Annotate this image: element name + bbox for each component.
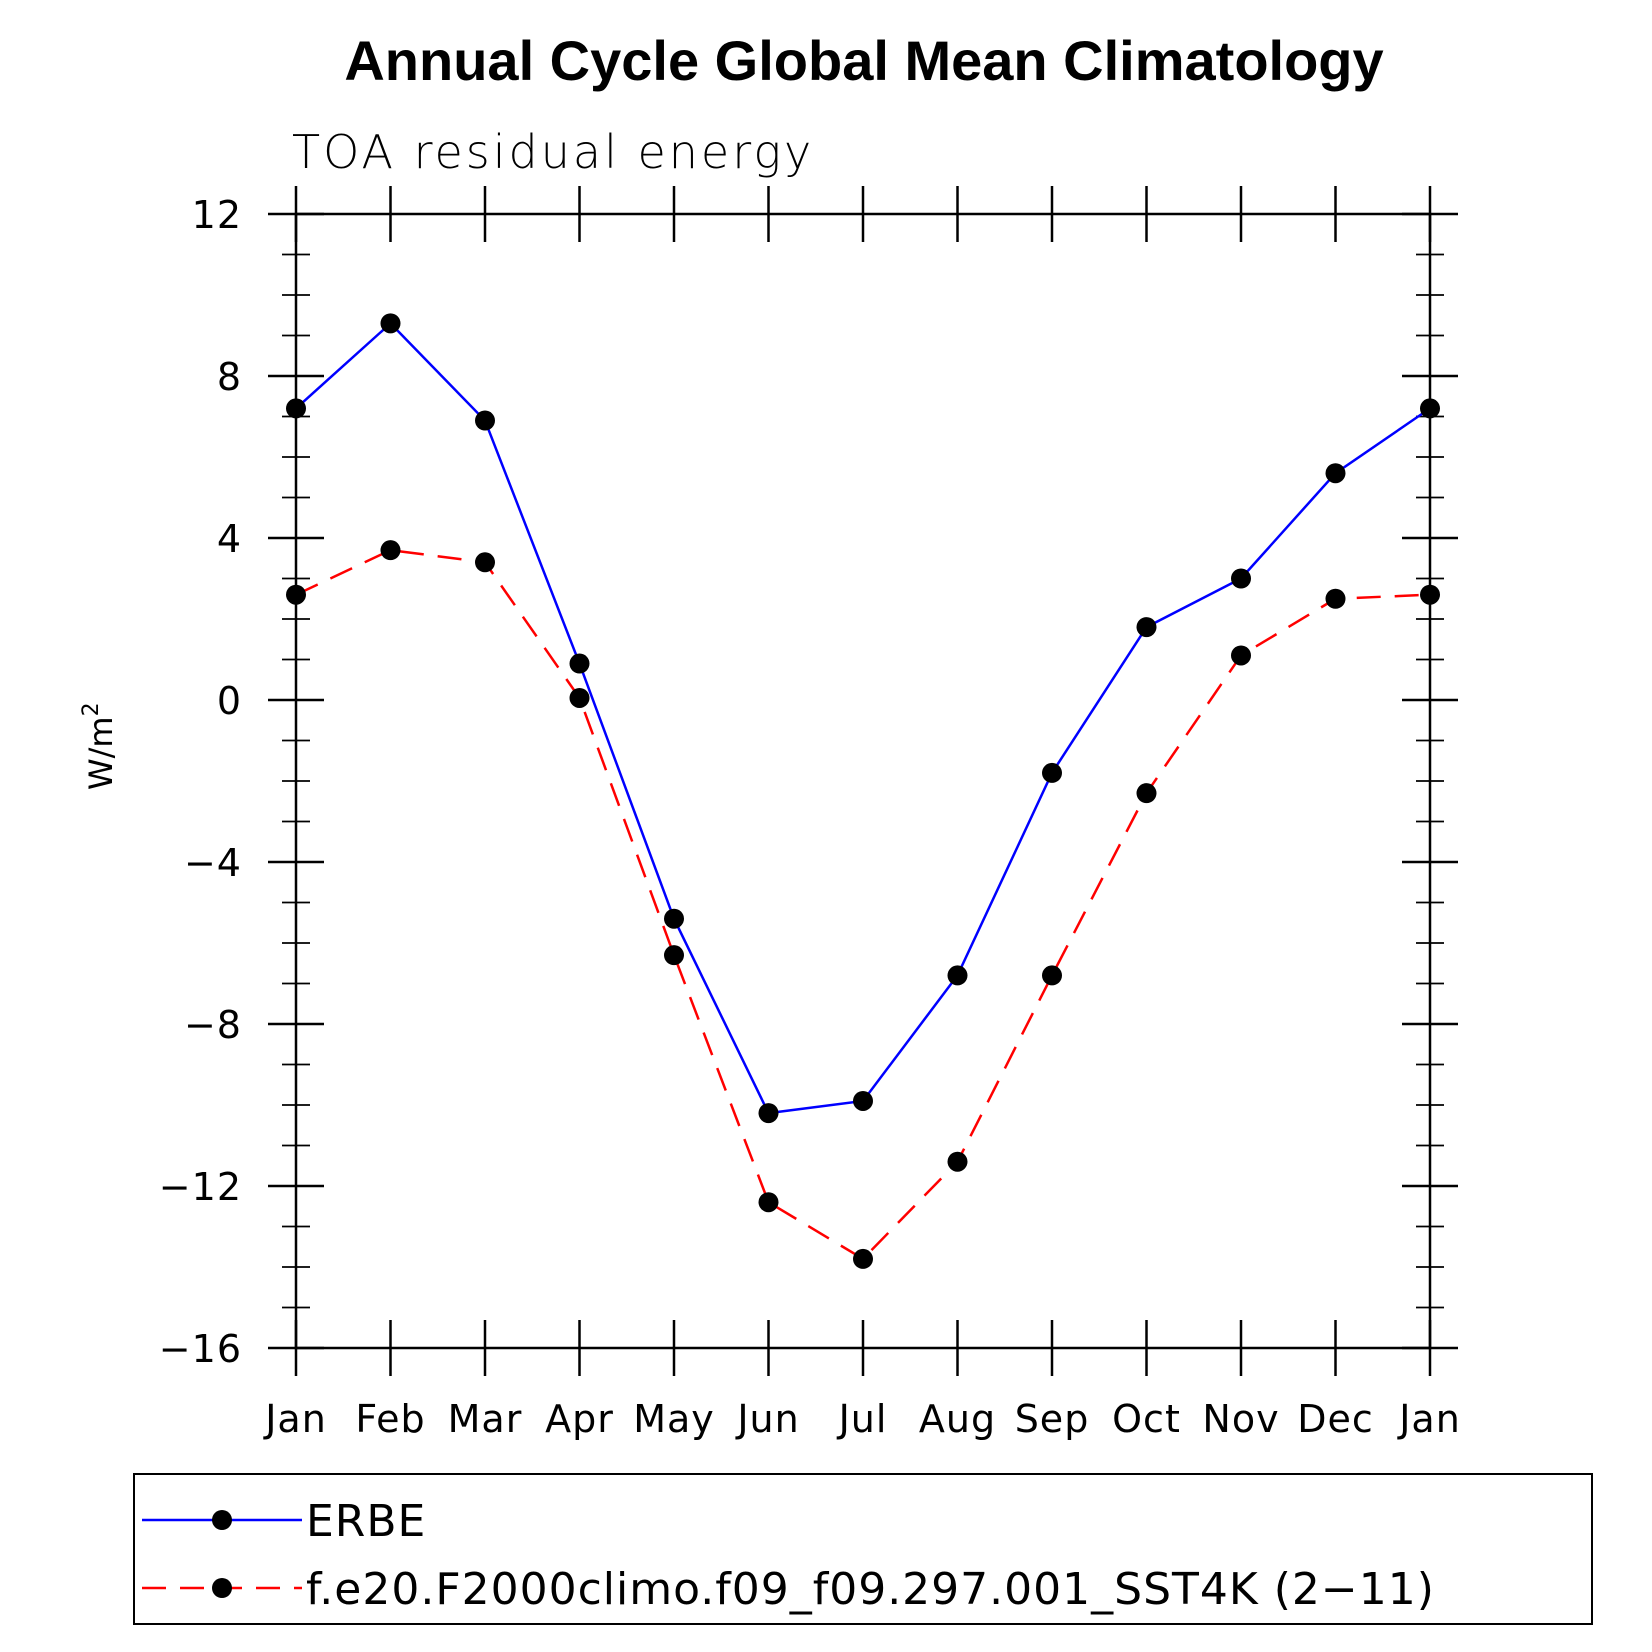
y-tick-label: 8 <box>217 355 242 399</box>
y-axis-label-superscript: 2 <box>79 702 104 716</box>
legend-marker-1 <box>212 1578 232 1598</box>
x-tick-label: Nov <box>1202 1397 1279 1441</box>
series-1-point <box>853 1248 873 1269</box>
series-1-point <box>1420 584 1440 605</box>
plot-frame <box>294 212 1432 1350</box>
series-line-0 <box>295 321 1431 1115</box>
legend-label-0: ERBE <box>306 1496 426 1547</box>
y-axis-label-unit: W/m <box>82 716 120 790</box>
x-tick-label: Feb <box>355 1397 425 1441</box>
x-tick-label: Dec <box>1297 1397 1374 1441</box>
series-1-point <box>1325 588 1346 609</box>
series-1-point <box>758 1192 779 1213</box>
series-1-point <box>664 945 684 966</box>
series-1-point <box>947 1151 968 1172</box>
y-tick-label: −8 <box>184 1003 242 1047</box>
series-1-point <box>1136 783 1157 804</box>
x-tick-label: Jun <box>735 1397 799 1441</box>
legend-box <box>133 1473 1593 1625</box>
series-1-point <box>569 687 590 708</box>
legend-items: ERBE f.e20.F2000climo.f09_f09.297.001_SST… <box>142 1496 1435 1615</box>
series-1-point <box>286 584 306 605</box>
y-tick-label: −16 <box>159 1327 242 1371</box>
y-tick-label: −12 <box>159 1165 242 1209</box>
y-tick-label: 4 <box>217 517 242 561</box>
series-1-point <box>475 552 495 573</box>
legend-label-1: f.e20.F2000climo.f09_f09.297.001_SST4K (… <box>306 1564 1435 1615</box>
series-0-point <box>1042 762 1062 783</box>
series-0-point <box>1231 568 1251 589</box>
series-0-point <box>1420 398 1440 419</box>
series-0-point <box>475 410 495 431</box>
x-tick-label: Mar <box>448 1397 523 1441</box>
series-1-point <box>1042 965 1062 986</box>
x-tick-label: Apr <box>545 1397 614 1441</box>
x-tick-label: Jan <box>1397 1397 1461 1441</box>
series-0-point <box>286 398 306 419</box>
markers-layer <box>286 313 1440 1269</box>
x-tick-label: May <box>633 1397 715 1441</box>
series-0-point <box>569 653 590 674</box>
legend-marker-0 <box>212 1510 232 1530</box>
series-0-point <box>1136 617 1157 638</box>
series-0-point <box>853 1090 873 1111</box>
chart-title: Annual Cycle Global Mean Climatology <box>344 29 1383 92</box>
series-0-point <box>758 1103 779 1124</box>
x-tick-label: Jan <box>263 1397 327 1441</box>
series-1-point <box>380 540 401 561</box>
y-axis-label-text: W/m2 <box>79 702 120 790</box>
series-0-point <box>380 313 401 334</box>
series-0-point <box>1325 463 1346 484</box>
x-tick-label: Sep <box>1015 1397 1090 1441</box>
series-1-point <box>1231 645 1251 666</box>
series-0-point <box>664 908 684 929</box>
series-0-point <box>947 965 968 986</box>
y-tick-label: 12 <box>192 193 242 237</box>
axes: −16 −12 −8 −4 0 4 8 12 Jan Feb Mar Apr May Jun Jul Aug S… <box>159 186 1461 1441</box>
x-tick-label: Oct <box>1112 1397 1181 1441</box>
chart-subtitle: TOA residual energy <box>292 125 814 179</box>
x-tick-label: Aug <box>919 1397 996 1441</box>
y-tick-label: 0 <box>217 679 242 723</box>
series-line-1 <box>295 548 1431 1261</box>
y-axis-label: W/m2 <box>79 702 120 790</box>
series-layer <box>295 321 1431 1261</box>
y-tick-label: −4 <box>184 841 242 885</box>
legend: ERBE f.e20.F2000climo.f09_f09.297.001_SST… <box>133 1473 1593 1625</box>
x-tick-label: Jul <box>837 1397 888 1441</box>
